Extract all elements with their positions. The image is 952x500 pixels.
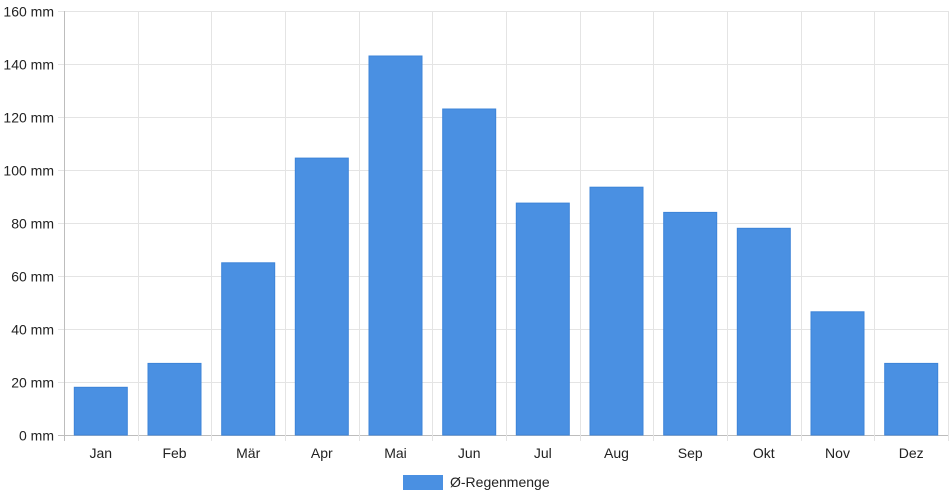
x-tick-label: Jan xyxy=(90,445,113,461)
x-tick-label: Dez xyxy=(899,445,924,461)
bar-apr[interactable] xyxy=(294,157,349,436)
x-tick-label: Mai xyxy=(384,445,407,461)
x-tick-label: Apr xyxy=(311,445,333,461)
bar-dez[interactable] xyxy=(884,362,939,436)
x-tick-label: Mär xyxy=(236,445,260,461)
y-tick-label: 60 mm xyxy=(11,269,54,285)
bar-jan[interactable] xyxy=(73,386,128,436)
y-tick-label: 120 mm xyxy=(3,110,54,126)
y-tick-label: 40 mm xyxy=(11,322,54,338)
bar-nov[interactable] xyxy=(810,311,865,436)
bar-aug[interactable] xyxy=(589,186,644,436)
bar-jul[interactable] xyxy=(515,202,570,436)
x-tick-label: Jun xyxy=(458,445,481,461)
y-tick-label: 80 mm xyxy=(11,216,54,232)
x-tick-label: Feb xyxy=(162,445,186,461)
legend[interactable]: Ø-Regenmenge xyxy=(403,474,550,490)
tick-labels: 0 mm 20 mm 40 mm 60 mm 80 mm 100 mm 120 mm 140 … xyxy=(3,4,923,462)
bar-feb[interactable] xyxy=(147,362,202,436)
y-tick-label: 140 mm xyxy=(3,57,54,73)
bar-jun[interactable] xyxy=(442,108,497,436)
bar-mai[interactable] xyxy=(368,55,423,436)
x-tick-label: Jul xyxy=(534,445,552,461)
x-tick-label: Sep xyxy=(678,445,703,461)
bar-sep[interactable] xyxy=(663,211,718,436)
y-tick-label: 160 mm xyxy=(3,4,54,20)
bars xyxy=(73,55,939,436)
legend-swatch[interactable] xyxy=(403,475,443,490)
y-tick-label: 100 mm xyxy=(3,163,54,179)
bar-mär[interactable] xyxy=(221,262,276,436)
y-tick-label: 0 mm xyxy=(19,428,54,444)
x-tick-label: Nov xyxy=(825,445,850,461)
legend-label[interactable]: Ø-Regenmenge xyxy=(450,474,550,490)
y-tick-label: 20 mm xyxy=(11,375,54,391)
x-tick-label: Okt xyxy=(753,445,775,461)
bar-okt[interactable] xyxy=(736,227,791,436)
x-tick-label: Aug xyxy=(604,445,629,461)
grid-lines xyxy=(58,11,949,441)
